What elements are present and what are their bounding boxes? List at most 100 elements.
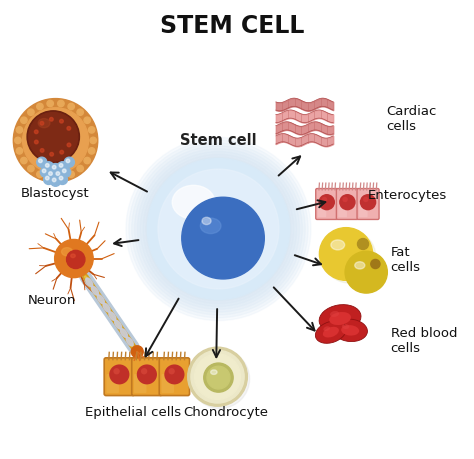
- FancyBboxPatch shape: [104, 358, 135, 396]
- Circle shape: [89, 128, 95, 134]
- Ellipse shape: [91, 287, 99, 296]
- Circle shape: [42, 170, 46, 173]
- Circle shape: [137, 364, 157, 385]
- FancyBboxPatch shape: [357, 189, 379, 220]
- Circle shape: [16, 128, 23, 134]
- Circle shape: [51, 177, 61, 187]
- Circle shape: [126, 138, 311, 321]
- Circle shape: [52, 179, 56, 182]
- Circle shape: [158, 170, 279, 289]
- Circle shape: [63, 170, 66, 173]
- Circle shape: [129, 141, 308, 318]
- Ellipse shape: [319, 305, 361, 333]
- Ellipse shape: [333, 319, 367, 342]
- Circle shape: [113, 368, 120, 375]
- Circle shape: [67, 144, 71, 147]
- Circle shape: [66, 160, 70, 163]
- Circle shape: [137, 149, 300, 310]
- Text: Enterocytes: Enterocytes: [368, 189, 447, 202]
- Circle shape: [23, 108, 89, 174]
- Circle shape: [357, 239, 368, 250]
- Circle shape: [84, 158, 91, 164]
- Circle shape: [46, 177, 49, 180]
- Circle shape: [40, 168, 51, 178]
- Circle shape: [36, 104, 43, 111]
- Circle shape: [58, 101, 64, 107]
- Ellipse shape: [62, 248, 73, 256]
- Circle shape: [360, 195, 376, 211]
- Circle shape: [57, 175, 67, 185]
- Ellipse shape: [201, 218, 221, 234]
- Circle shape: [35, 131, 38, 134]
- Circle shape: [131, 346, 143, 358]
- Circle shape: [49, 118, 53, 122]
- Text: Cardiac
cells: Cardiac cells: [386, 105, 437, 132]
- Ellipse shape: [97, 295, 104, 304]
- Circle shape: [339, 195, 356, 211]
- Text: Fat
cells: Fat cells: [391, 245, 420, 273]
- Text: Stem cell: Stem cell: [180, 133, 257, 148]
- Circle shape: [37, 158, 47, 168]
- Circle shape: [55, 240, 93, 278]
- FancyBboxPatch shape: [318, 203, 326, 218]
- Ellipse shape: [342, 325, 349, 329]
- Circle shape: [57, 162, 67, 173]
- Circle shape: [35, 141, 38, 145]
- Circle shape: [132, 144, 305, 315]
- Circle shape: [66, 251, 85, 269]
- Text: Neuron: Neuron: [28, 293, 76, 306]
- Circle shape: [322, 197, 327, 203]
- Circle shape: [47, 101, 54, 107]
- Circle shape: [147, 159, 290, 300]
- Ellipse shape: [115, 320, 122, 329]
- Circle shape: [21, 158, 27, 164]
- Circle shape: [38, 160, 42, 163]
- Circle shape: [56, 173, 60, 176]
- Circle shape: [109, 364, 129, 385]
- Circle shape: [371, 260, 380, 269]
- Ellipse shape: [172, 186, 215, 220]
- Circle shape: [345, 252, 387, 293]
- Ellipse shape: [341, 325, 359, 336]
- Circle shape: [59, 177, 63, 180]
- Ellipse shape: [103, 304, 110, 313]
- Circle shape: [27, 112, 80, 163]
- Ellipse shape: [355, 262, 365, 269]
- Circle shape: [323, 231, 376, 284]
- Circle shape: [51, 164, 61, 174]
- Circle shape: [13, 99, 98, 183]
- Circle shape: [60, 151, 64, 155]
- FancyBboxPatch shape: [159, 358, 190, 396]
- Circle shape: [342, 197, 348, 203]
- Circle shape: [50, 153, 54, 157]
- Circle shape: [182, 198, 264, 280]
- Ellipse shape: [323, 327, 339, 338]
- Circle shape: [77, 166, 83, 172]
- Text: Epithelial cells: Epithelial cells: [85, 405, 182, 418]
- Circle shape: [16, 148, 23, 155]
- Text: STEM CELL: STEM CELL: [160, 14, 304, 38]
- Text: Chondrocyte: Chondrocyte: [183, 405, 268, 418]
- Circle shape: [67, 127, 71, 131]
- Circle shape: [54, 171, 64, 180]
- Circle shape: [49, 173, 52, 176]
- Circle shape: [68, 172, 74, 178]
- FancyBboxPatch shape: [338, 203, 347, 218]
- Text: Red blood
cells: Red blood cells: [391, 327, 457, 354]
- Ellipse shape: [329, 312, 351, 325]
- Circle shape: [60, 120, 64, 124]
- Ellipse shape: [109, 312, 116, 321]
- Circle shape: [141, 368, 147, 375]
- Circle shape: [47, 175, 54, 181]
- Circle shape: [15, 138, 21, 144]
- Circle shape: [29, 113, 78, 162]
- Ellipse shape: [315, 321, 346, 343]
- Circle shape: [319, 195, 335, 211]
- Circle shape: [36, 172, 43, 178]
- FancyBboxPatch shape: [337, 189, 358, 220]
- Circle shape: [89, 148, 95, 155]
- Circle shape: [52, 166, 56, 170]
- Ellipse shape: [202, 218, 211, 225]
- Circle shape: [140, 152, 297, 307]
- Circle shape: [44, 162, 54, 173]
